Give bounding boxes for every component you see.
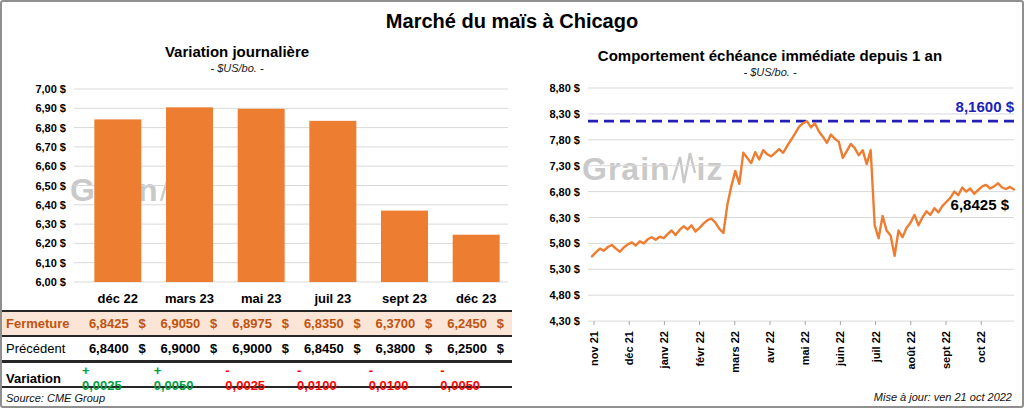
y-axis-label: 6,40 $ xyxy=(35,199,66,211)
table-cell: 6,9000$ xyxy=(154,341,226,356)
table-cell: 6,8350$ xyxy=(297,316,369,331)
table-cell: - 0,0050 xyxy=(440,363,512,393)
dashboard-frame: Marché du maïs à Chicago Variation journ… xyxy=(0,0,1024,408)
y-axis-label: 6,30 $ xyxy=(549,212,580,224)
line-chart-subtitle: - $US/bo. - xyxy=(516,65,1024,79)
y-axis-label: 6,10 $ xyxy=(35,257,66,269)
y-axis-label: 6,30 $ xyxy=(35,218,66,230)
last-value-label: 6,8425 $ xyxy=(951,196,1010,213)
table-row: Précédent6,8400$6,9000$6,9000$6,8450$6,3… xyxy=(2,337,512,363)
reference-line-label: 8,1600 $ xyxy=(956,98,1015,115)
y-axis-label: 6,00 $ xyxy=(35,276,66,287)
x-axis-label: juin 22 xyxy=(834,331,846,367)
table-cell: 6,8975$ xyxy=(225,316,297,331)
y-axis-label: 8,80 $ xyxy=(549,82,580,94)
table-row: déc 22mars 23mai 23juil 23sept 23déc 23 xyxy=(2,287,512,312)
x-axis-label: mars 22 xyxy=(729,331,741,373)
page-title: Marché du maïs à Chicago xyxy=(2,10,1022,33)
bar-mai 23 xyxy=(238,109,285,282)
table-cell: 6,3800$ xyxy=(369,341,441,356)
table-row: Variation+ 0,0025+ 0,0050- 0,0025- 0,010… xyxy=(2,363,512,388)
x-axis-label: juil 22 xyxy=(870,331,882,363)
x-axis-label: déc 21 xyxy=(623,331,635,365)
y-axis-label: 5,30 $ xyxy=(549,263,580,275)
bar-sept 23 xyxy=(381,211,428,282)
x-axis-label: avr 22 xyxy=(764,331,776,363)
y-axis-label: 6,20 $ xyxy=(35,237,66,249)
y-axis-label: 8,30 $ xyxy=(549,108,580,120)
table-cell: + 0,0050 xyxy=(154,363,226,393)
y-axis-label: 4,80 $ xyxy=(549,289,580,301)
price-series xyxy=(592,121,1014,256)
x-axis-label: nov 21 xyxy=(588,331,600,366)
x-axis-label: sept 22 xyxy=(940,331,952,369)
front-month-line-chart: 8,80 $ 8,30 $ 7,80 $ 7,30 $ 6,80 $ 6,30 $ 5,80… xyxy=(516,82,1024,386)
daily-variation-bar-chart: 7,00 $ 6,90 $ 6,80 $ 6,70 $ 6,60 $ 6,50 $ 6,40… xyxy=(2,77,512,287)
y-axis-label: 6,50 $ xyxy=(35,180,66,192)
table-cell: 6,2450$ xyxy=(440,316,512,331)
bar-déc 22 xyxy=(94,119,141,282)
column-header: juil 23 xyxy=(297,291,369,306)
y-axis-label: 6,90 $ xyxy=(35,102,66,114)
y-axis-label: 6,80 $ xyxy=(549,186,580,198)
bar-chart-title: Variation journalière xyxy=(2,42,472,61)
column-header: mars 23 xyxy=(154,291,226,306)
line-chart-area: Grainiz 8,80 $8,30 $7,80 $7,30 $6,80 $6,… xyxy=(516,82,1024,386)
table-cell: - 0,0100 xyxy=(369,363,441,393)
y-axis-label: 6,60 $ xyxy=(35,160,66,172)
x-axis-label: août 22 xyxy=(905,331,917,370)
column-header: mai 23 xyxy=(225,291,297,306)
bar-juil 23 xyxy=(309,121,356,282)
y-axis-label: 6,80 $ xyxy=(35,122,66,134)
table-cell: - 0,0100 xyxy=(297,363,369,393)
daily-variation-panel: Variation journalière - $US/bo. - Graini… xyxy=(2,42,514,404)
x-axis-label: févr 22 xyxy=(694,331,706,366)
table-cell: 6,9050$ xyxy=(154,316,226,331)
table-cell: 6,9000$ xyxy=(225,341,297,356)
futures-price-table: déc 22mars 23mai 23juil 23sept 23déc 23F… xyxy=(2,287,512,388)
bar-chart-subtitle: - $US/bo. - xyxy=(2,61,472,75)
x-axis-label: janv 22 xyxy=(658,331,670,369)
x-axis-label: mai 22 xyxy=(799,331,811,365)
table-cell: 6,8425$ xyxy=(82,316,154,331)
column-header: déc 22 xyxy=(82,291,154,306)
y-axis-label: 5,80 $ xyxy=(549,237,580,249)
row-label-variation: Variation xyxy=(2,371,82,386)
table-cell: + 0,0025 xyxy=(82,363,154,393)
bar-chart-area: Grainiz 7,00 $6,90 $6,80 $6,70 $6,60 $6,… xyxy=(2,77,512,287)
row-label-fermeture: Fermeture xyxy=(2,316,82,331)
table-cell: 6,2500$ xyxy=(440,341,512,356)
updated-note: Mise à jour: ven 21 oct 2022 xyxy=(874,391,1012,403)
front-month-panel: Comportement échéance immédiate depuis 1… xyxy=(516,46,1024,386)
row-label-precedent: Précédent xyxy=(2,341,82,356)
y-axis-label: 6,70 $ xyxy=(35,141,66,153)
table-cell: 6,8400$ xyxy=(82,341,154,356)
table-cell: - 0,0025 xyxy=(225,363,297,393)
line-chart-title: Comportement échéance immédiate depuis 1… xyxy=(516,46,1024,65)
bar-mars 23 xyxy=(166,107,213,282)
column-header: sept 23 xyxy=(369,291,441,306)
y-axis-label: 7,00 $ xyxy=(35,83,66,95)
table-row: Fermeture6,8425$6,9050$6,8975$6,8350$6,3… xyxy=(2,312,512,337)
y-axis-label: 7,30 $ xyxy=(549,160,580,172)
bar-déc 23 xyxy=(453,235,500,282)
table-cell: 6,3700$ xyxy=(369,316,441,331)
y-axis-label: 4,30 $ xyxy=(549,315,580,327)
table-cell: 6,8450$ xyxy=(297,341,369,356)
column-header: déc 23 xyxy=(440,291,512,306)
x-axis-label: oct 22 xyxy=(975,331,987,363)
y-axis-label: 7,80 $ xyxy=(549,134,580,146)
